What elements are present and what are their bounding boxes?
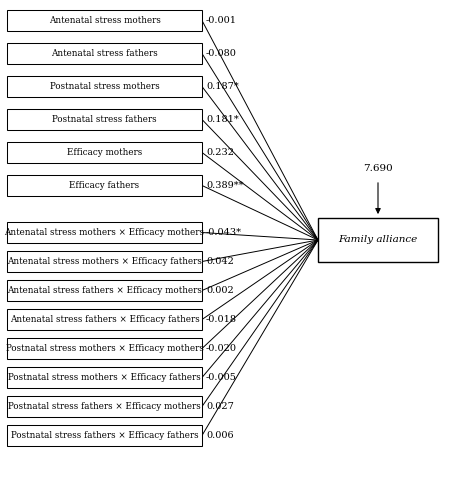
FancyBboxPatch shape bbox=[7, 76, 202, 97]
Text: Antenatal stress mothers × Efficacy mothers: Antenatal stress mothers × Efficacy moth… bbox=[4, 228, 204, 237]
FancyBboxPatch shape bbox=[7, 222, 202, 243]
Text: -0.043*: -0.043* bbox=[206, 228, 242, 237]
FancyBboxPatch shape bbox=[7, 109, 202, 130]
FancyBboxPatch shape bbox=[7, 142, 202, 163]
FancyBboxPatch shape bbox=[7, 175, 202, 196]
Text: 0.006: 0.006 bbox=[206, 431, 234, 440]
FancyBboxPatch shape bbox=[7, 396, 202, 417]
Text: Postnatal stress mothers: Postnatal stress mothers bbox=[50, 82, 159, 91]
FancyBboxPatch shape bbox=[7, 251, 202, 272]
FancyBboxPatch shape bbox=[7, 43, 202, 64]
Text: Antenatal stress mothers: Antenatal stress mothers bbox=[48, 16, 160, 25]
Text: Efficacy fathers: Efficacy fathers bbox=[69, 181, 139, 190]
Text: 0.002: 0.002 bbox=[206, 286, 234, 295]
Text: 7.690: 7.690 bbox=[363, 164, 393, 173]
FancyBboxPatch shape bbox=[7, 425, 202, 446]
Text: 0.042: 0.042 bbox=[206, 257, 234, 266]
Text: Family alliance: Family alliance bbox=[338, 236, 418, 244]
Text: Postnatal stress fathers × Efficacy mothers: Postnatal stress fathers × Efficacy moth… bbox=[8, 402, 201, 411]
FancyBboxPatch shape bbox=[7, 338, 202, 359]
FancyBboxPatch shape bbox=[7, 10, 202, 31]
Text: 0.181*: 0.181* bbox=[206, 115, 239, 124]
Text: Antenatal stress mothers × Efficacy fathers: Antenatal stress mothers × Efficacy fath… bbox=[7, 257, 202, 266]
Text: Postnatal stress fathers: Postnatal stress fathers bbox=[52, 115, 157, 124]
Text: Postnatal stress fathers × Efficacy fathers: Postnatal stress fathers × Efficacy fath… bbox=[11, 431, 198, 440]
FancyBboxPatch shape bbox=[318, 218, 438, 262]
Text: -0.018: -0.018 bbox=[206, 315, 237, 324]
Text: -0.020: -0.020 bbox=[206, 344, 237, 353]
Text: 0.187*: 0.187* bbox=[206, 82, 239, 91]
Text: Postnatal stress mothers × Efficacy mothers: Postnatal stress mothers × Efficacy moth… bbox=[6, 344, 203, 353]
Text: Antenatal stress fathers × Efficacy fathers: Antenatal stress fathers × Efficacy fath… bbox=[9, 315, 200, 324]
Text: 0.027: 0.027 bbox=[206, 402, 234, 411]
Text: Efficacy mothers: Efficacy mothers bbox=[67, 148, 142, 157]
FancyBboxPatch shape bbox=[7, 280, 202, 301]
FancyBboxPatch shape bbox=[7, 367, 202, 388]
Text: -0.080: -0.080 bbox=[206, 49, 237, 58]
Text: 0.389**: 0.389** bbox=[206, 181, 244, 190]
Text: -0.001: -0.001 bbox=[206, 16, 237, 25]
Text: Antenatal stress fathers × Efficacy mothers: Antenatal stress fathers × Efficacy moth… bbox=[7, 286, 202, 295]
Text: -0.005: -0.005 bbox=[206, 373, 237, 382]
Text: 0.232: 0.232 bbox=[206, 148, 234, 157]
FancyBboxPatch shape bbox=[7, 309, 202, 330]
Text: Antenatal stress fathers: Antenatal stress fathers bbox=[51, 49, 158, 58]
Text: Postnatal stress mothers × Efficacy fathers: Postnatal stress mothers × Efficacy fath… bbox=[8, 373, 201, 382]
